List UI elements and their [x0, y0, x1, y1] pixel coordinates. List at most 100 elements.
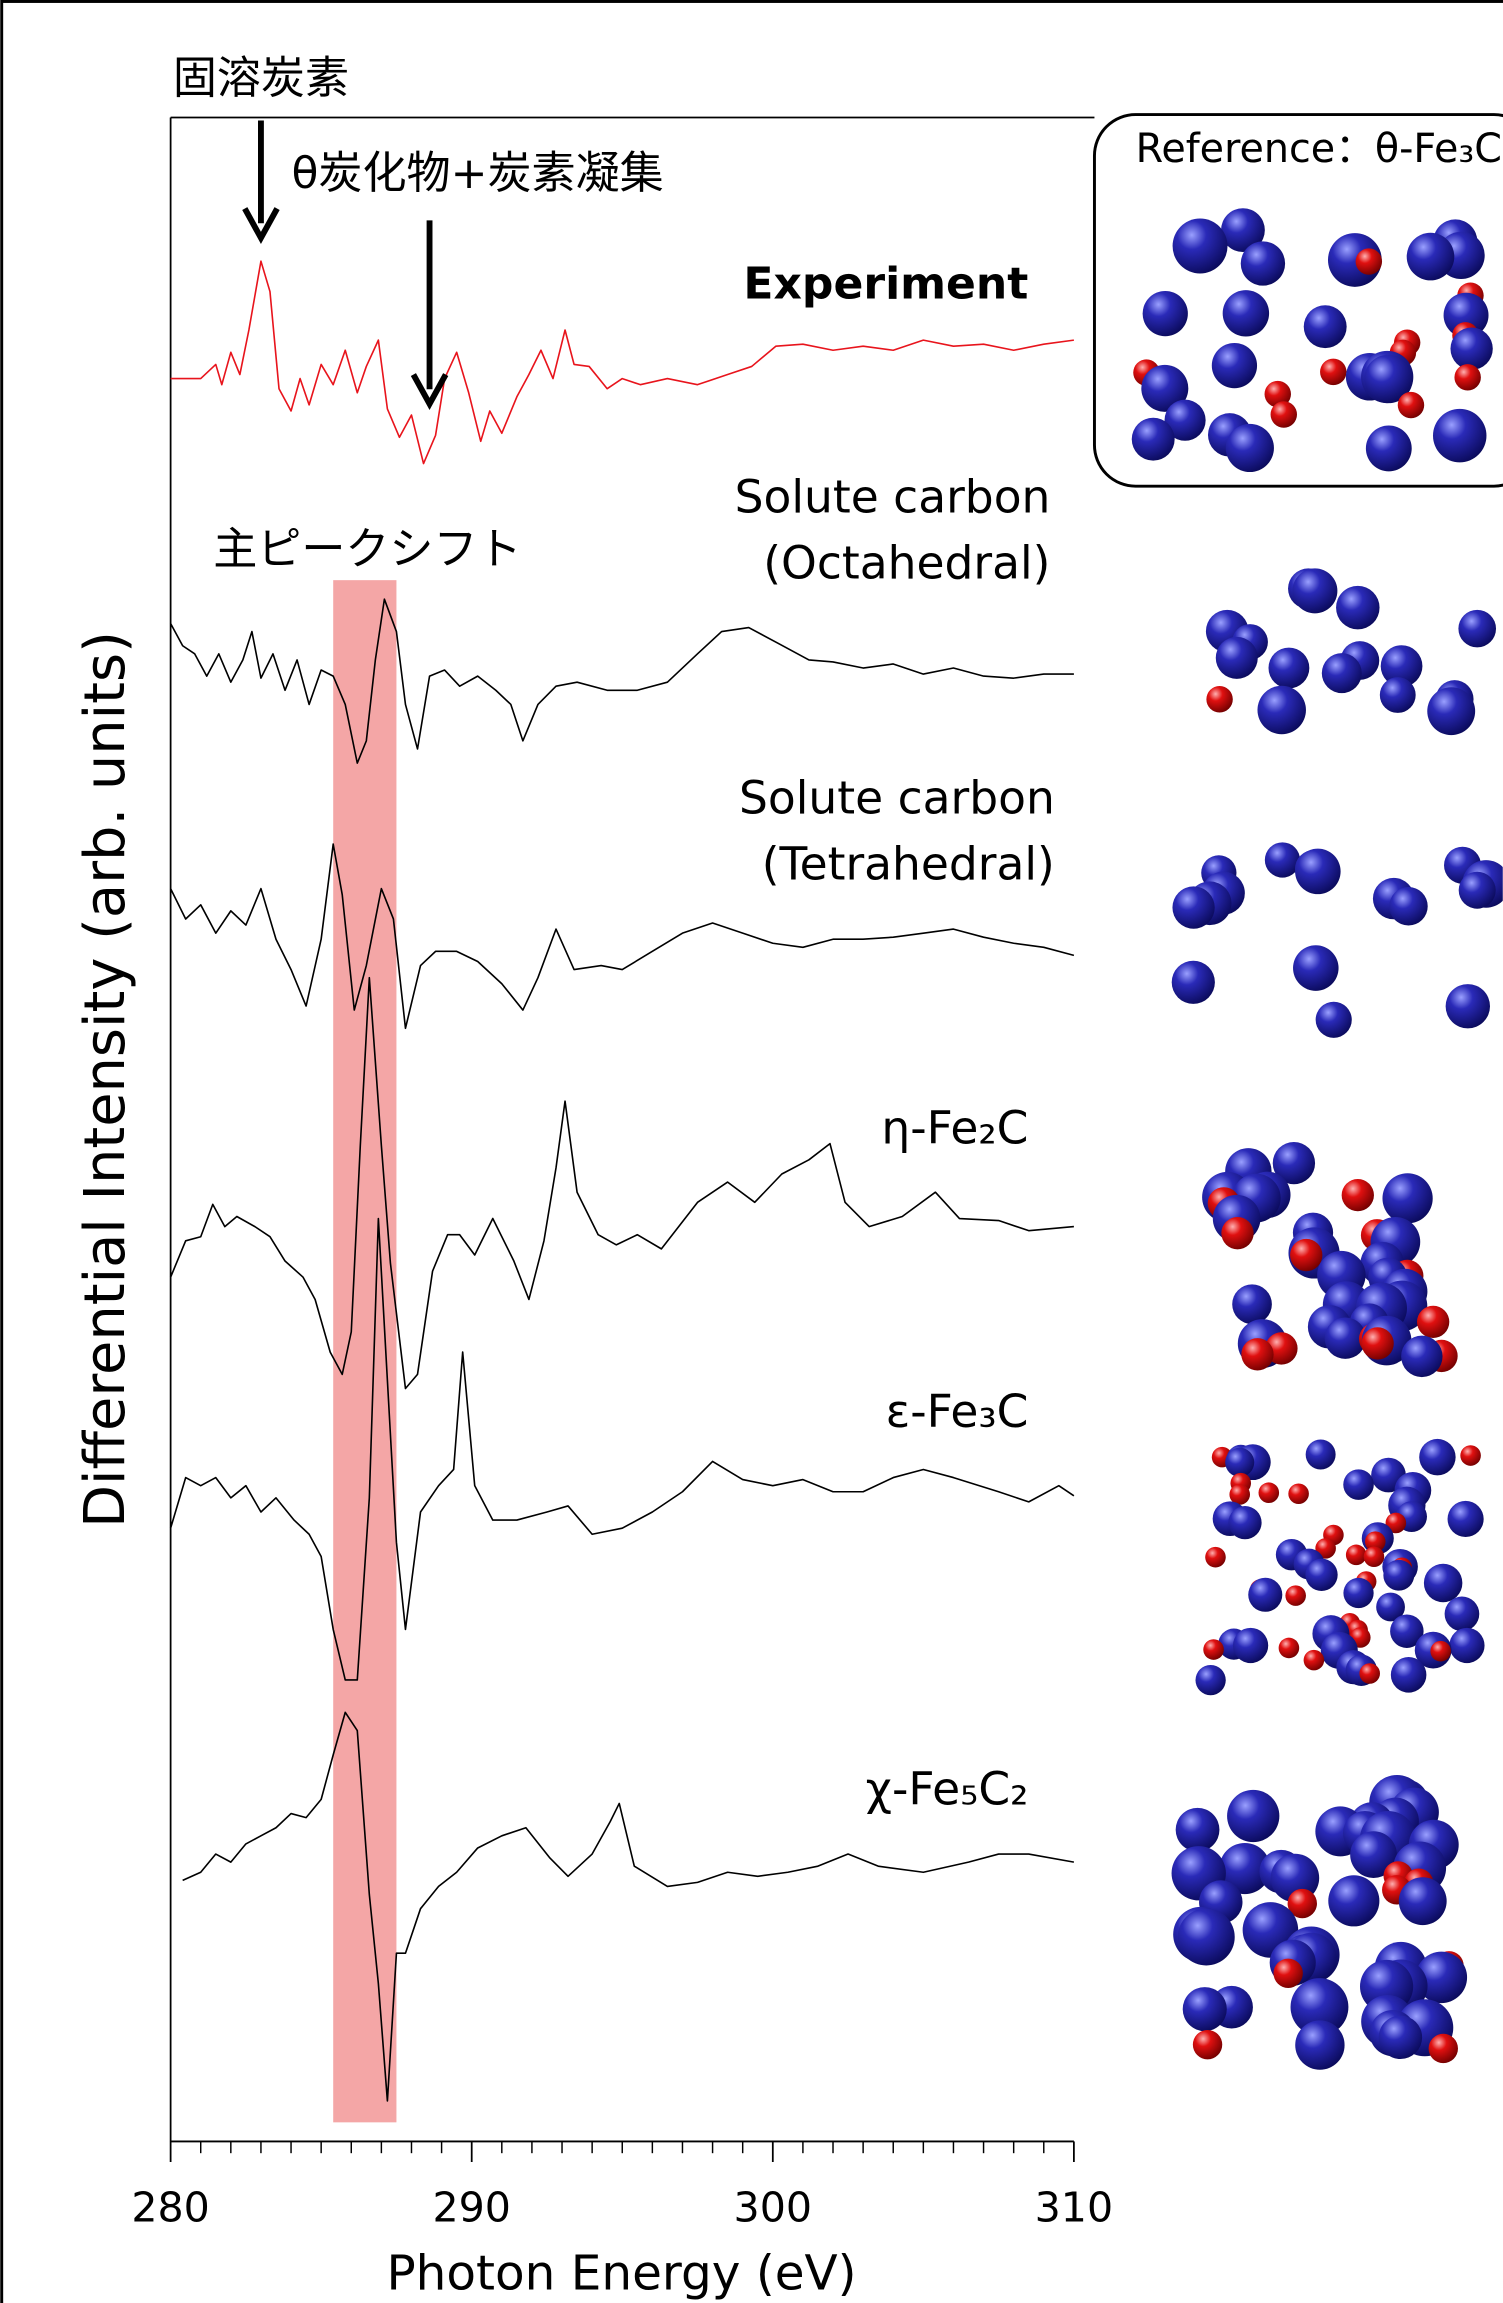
series-label: η-Fe₂C — [881, 1101, 1028, 1154]
plot: 主ピークシフト 280 290 300 310 Photon Energy (eV) Dif… — [73, 53, 1113, 2302]
carbon-atom — [1290, 1239, 1322, 1271]
reference-label: Reference：θ-Fe₃C — [1136, 126, 1502, 172]
iron-atom — [1305, 1559, 1337, 1591]
iron-atom — [1343, 1469, 1374, 1500]
iron-atom — [1227, 1790, 1279, 1842]
iron-atom — [1379, 2016, 1422, 2059]
annotation-label: θ炭化物+炭素凝集 — [291, 148, 663, 199]
iron-atom — [1445, 1597, 1480, 1632]
x-tick-label: 310 — [1035, 2183, 1113, 2231]
carbon-atom — [1429, 2034, 1458, 2063]
carbon-atom — [1285, 1585, 1306, 1606]
iron-atom — [1172, 961, 1215, 1004]
carbon-atom — [1304, 1650, 1325, 1671]
iron-atom — [1295, 849, 1341, 895]
iron-atom — [1399, 1877, 1447, 1925]
carbon-atom — [1259, 1482, 1280, 1503]
page: Reference：θ-Fe₃C 主ピークシフト 280 290 300 310 Phot… — [0, 0, 1503, 2303]
x-tick-label: 280 — [131, 2183, 209, 2231]
series-label: Solute carbon(Octahedral) — [735, 470, 1051, 589]
carbon-atom — [1359, 1663, 1380, 1684]
iron-atom — [1458, 610, 1496, 648]
y-axis-title: Differential Intensity (arb. units) — [73, 631, 138, 1528]
iron-atom — [1216, 637, 1258, 679]
x-tick-label: 290 — [432, 2183, 510, 2231]
highlight-label: 主ピークシフト — [213, 524, 521, 575]
carbon-atom — [1454, 364, 1480, 390]
iron-atom — [1389, 887, 1427, 925]
iron-atom — [1459, 872, 1496, 909]
iron-atom — [1446, 984, 1490, 1028]
iron-atom — [1366, 425, 1412, 471]
carbon-atom — [1364, 1546, 1385, 1567]
highlight-band — [333, 580, 396, 2122]
figure: Reference：θ-Fe₃C 主ピークシフト 280 290 300 310 Phot… — [0, 0, 1503, 2303]
spectrum-line — [171, 1219, 1074, 1680]
iron-atom — [1228, 1506, 1261, 1539]
carbon-atom — [1221, 1217, 1253, 1249]
iron-atom — [1401, 1336, 1442, 1377]
iron-atom — [1391, 1657, 1427, 1693]
iron-atom — [1196, 1665, 1226, 1695]
carbon-atom — [1288, 1483, 1309, 1504]
iron-atom — [1304, 305, 1347, 348]
iron-atom — [1419, 1439, 1455, 1475]
iron-atom — [1241, 241, 1285, 285]
iron-atom — [1450, 328, 1492, 370]
iron-atom — [1449, 1628, 1484, 1663]
carbon-atom — [1205, 1547, 1226, 1568]
iron-atom — [1343, 1578, 1373, 1608]
iron-atom — [1292, 568, 1337, 613]
iron-atom — [1433, 409, 1486, 462]
series-label: Solute carbon(Tetrahedral) — [739, 771, 1055, 890]
iron-atom — [1226, 424, 1274, 472]
iron-atom — [1380, 677, 1416, 713]
iron-atom — [1336, 586, 1379, 629]
iron-atom — [1143, 291, 1188, 336]
iron-atom — [1293, 945, 1339, 991]
carbon-atom — [1342, 1179, 1374, 1211]
iron-atom — [1382, 1173, 1432, 1223]
carbon-atom — [1273, 1959, 1302, 1988]
carbon-atom — [1417, 1306, 1449, 1338]
iron-atom — [1427, 687, 1475, 735]
iron-atom — [1424, 1564, 1462, 1602]
iron-atom — [1448, 1501, 1484, 1537]
spectrum-line — [171, 599, 1074, 763]
iron-atom — [1407, 233, 1455, 281]
annotation-label: 固溶炭素 — [173, 53, 349, 104]
iron-atom — [1248, 1578, 1282, 1612]
spectrum-line — [171, 978, 1074, 1389]
carbon-atom — [1460, 1445, 1481, 1466]
iron-atom — [1383, 1560, 1414, 1591]
carbon-atom — [1320, 359, 1346, 385]
carbon-atom — [1206, 686, 1232, 712]
iron-atom — [1223, 290, 1269, 336]
x-axis-title: Photon Energy (eV) — [386, 2246, 856, 2302]
series-label: χ-Fe₅C₂ — [866, 1762, 1029, 1815]
iron-atom — [1232, 1284, 1272, 1324]
carbon-atom — [1193, 2030, 1222, 2059]
iron-atom — [1173, 219, 1228, 274]
carbon-atom — [1398, 392, 1424, 418]
iron-atom — [1257, 686, 1305, 734]
iron-atom — [1306, 1440, 1336, 1470]
iron-atom — [1269, 648, 1310, 689]
iron-atom — [1178, 1908, 1235, 1965]
iron-atom — [1322, 653, 1362, 693]
iron-atom — [1132, 418, 1175, 461]
iron-atom — [1328, 1875, 1379, 1926]
x-tick-label: 300 — [734, 2183, 812, 2231]
series-label: Experiment — [743, 258, 1028, 309]
iron-atom — [1233, 1628, 1268, 1663]
series-label: ε-Fe₃C — [886, 1385, 1029, 1438]
iron-atom — [1212, 343, 1257, 388]
carbon-atom — [1279, 1638, 1300, 1659]
iron-atom — [1183, 1987, 1227, 2031]
carbon-atom — [1346, 1545, 1367, 1566]
iron-atom — [1172, 886, 1214, 928]
carbon-atom — [1203, 1639, 1224, 1660]
carbon-atom — [1361, 1327, 1393, 1359]
iron-atom — [1225, 1448, 1254, 1477]
iron-atom — [1316, 1002, 1352, 1038]
